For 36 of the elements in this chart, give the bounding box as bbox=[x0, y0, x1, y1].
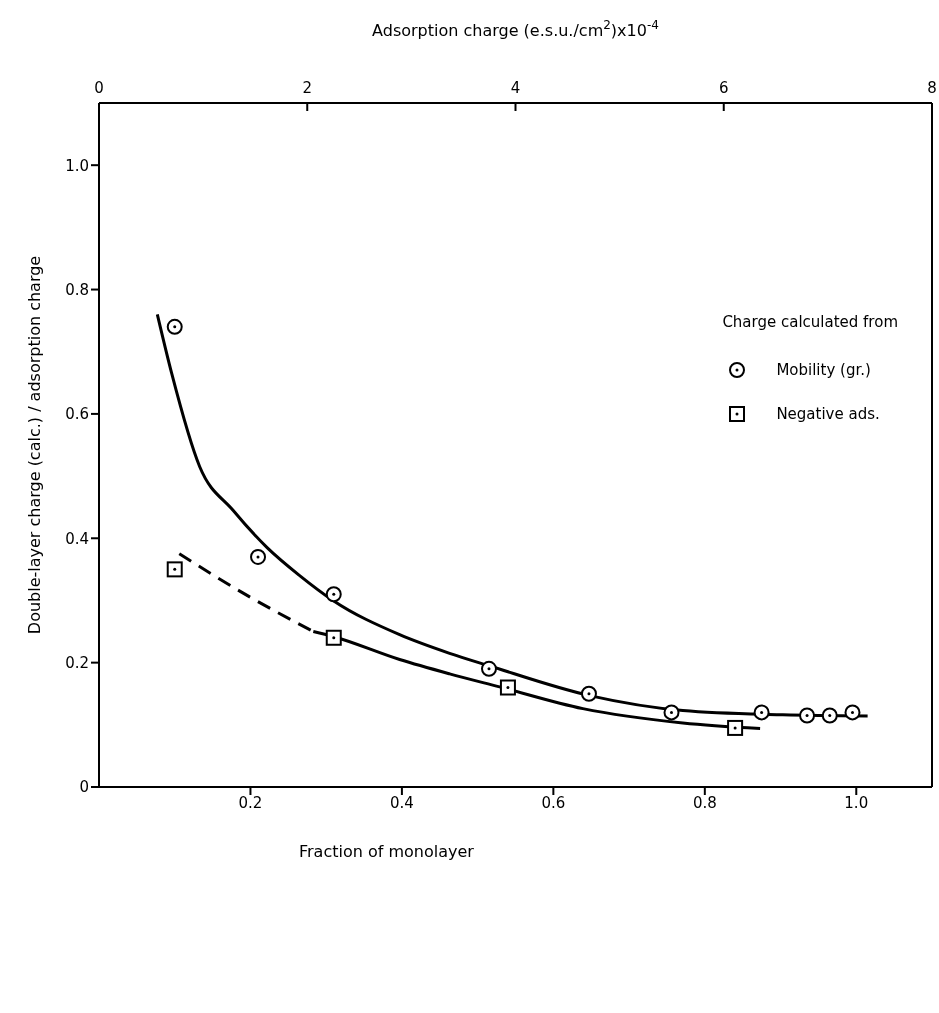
point bbox=[166, 561, 183, 578]
x-axis-title: Fraction of monolayer bbox=[299, 842, 475, 861]
point bbox=[844, 704, 861, 721]
x2-tick-label: 8 bbox=[927, 79, 937, 97]
y-tick-label: 0.2 bbox=[65, 653, 89, 672]
y-tick-label: 0.4 bbox=[65, 529, 89, 548]
y-tick-label: 1.0 bbox=[65, 156, 89, 175]
point bbox=[799, 707, 816, 724]
x-tick-label: 0.2 bbox=[238, 793, 263, 812]
x-tick-label: 1.0 bbox=[844, 793, 869, 812]
x2-tick-label: 4 bbox=[510, 79, 521, 97]
point bbox=[499, 679, 516, 696]
point bbox=[727, 719, 744, 736]
y-axis-title: Double-layer charge (calc.) / adsorption charge bbox=[25, 255, 44, 635]
x2-axis-title: Adsorption charge (e.s.u./cm$^{2}$)x10$^{-4}$ bbox=[372, 18, 659, 40]
point bbox=[481, 660, 497, 677]
point bbox=[753, 704, 770, 721]
legend-label: Mobility (gr.) bbox=[776, 361, 871, 379]
x2-tick-label: 0 bbox=[94, 79, 104, 97]
point bbox=[250, 548, 267, 565]
x-tick-label: 0.4 bbox=[389, 793, 414, 812]
point bbox=[325, 586, 342, 603]
x2-tick-label: 2 bbox=[302, 79, 313, 97]
legend-title: Charge calculated from bbox=[722, 313, 898, 331]
point bbox=[663, 704, 680, 721]
y-tick-label: 0 bbox=[79, 778, 89, 797]
point bbox=[325, 629, 342, 646]
point bbox=[166, 318, 183, 335]
y-tick-label: 0.8 bbox=[65, 280, 89, 299]
point bbox=[580, 685, 597, 702]
x2-tick-label: 6 bbox=[718, 79, 729, 97]
x-tick-label: 0.8 bbox=[692, 793, 717, 812]
x-tick-label: 0.6 bbox=[541, 793, 566, 812]
legend-label: Negative ads. bbox=[776, 405, 880, 423]
y-tick-label: 0.6 bbox=[65, 405, 89, 424]
point bbox=[821, 707, 838, 724]
